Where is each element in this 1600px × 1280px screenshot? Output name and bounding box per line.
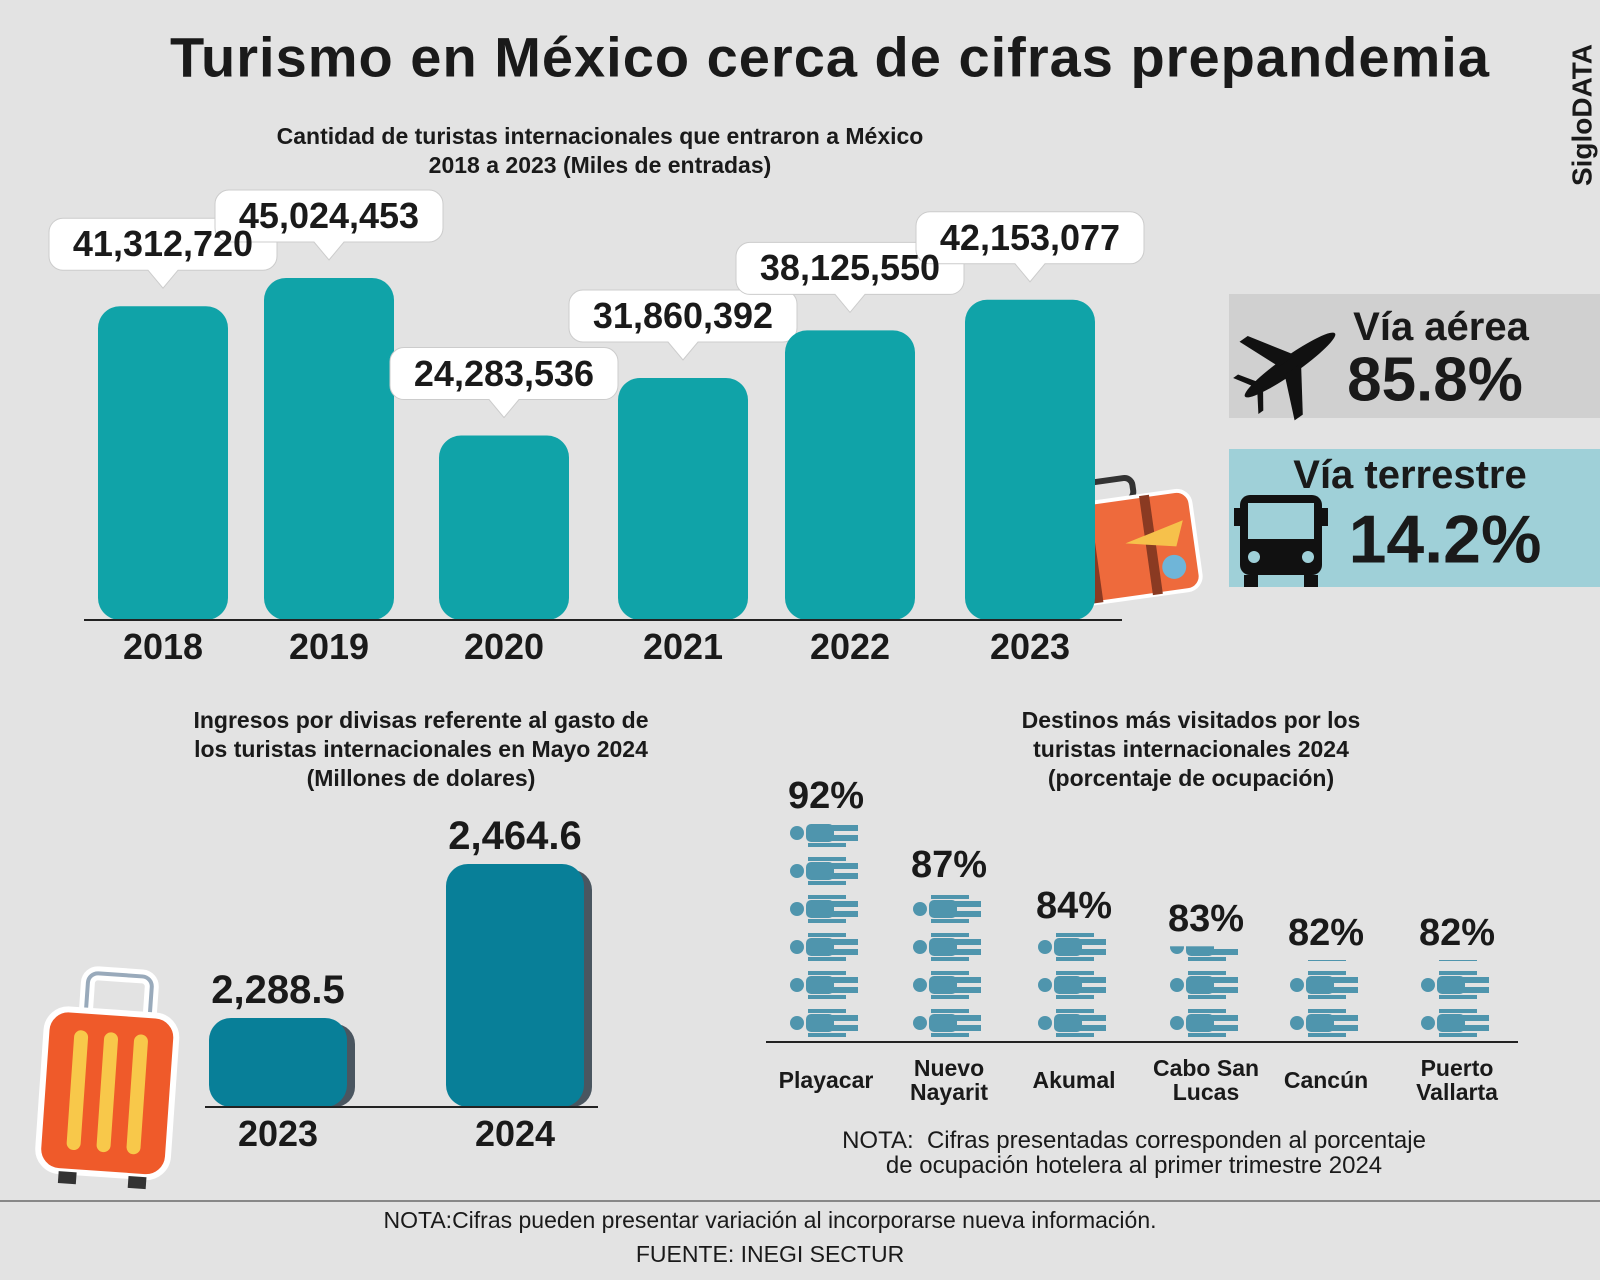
chart-title: Destinos más visitados por los turistas … <box>1021 707 1361 792</box>
value-label: 92% <box>787 775 865 818</box>
chart-title: Cantidad de turistas internacionales que… <box>276 122 924 178</box>
stat-label: Vía aérea <box>1353 305 1529 349</box>
value-label: 84% <box>1035 884 1113 927</box>
bus-icon <box>1234 495 1328 587</box>
bar <box>98 306 228 620</box>
footer-source: FUENTE: INEGI SECTUR <box>635 1240 905 1267</box>
stat-value: 14.2% <box>1348 501 1542 578</box>
plane-icon <box>1233 332 1336 421</box>
x-tick-label: Cabo San Lucas <box>1152 1054 1260 1105</box>
pictogram-column <box>786 823 866 1042</box>
value-label: 45,024,453 <box>238 195 420 237</box>
label-bubble <box>214 189 444 261</box>
value-label: 2,288.5 <box>211 968 345 1012</box>
main-title: Turismo en México cerca de cifras prepan… <box>169 25 1491 89</box>
pictogram-column <box>1166 946 1246 1042</box>
value-label: 42,153,077 <box>939 216 1121 258</box>
bar <box>618 377 748 620</box>
value-label: 31,860,392 <box>592 295 774 337</box>
chart-note: NOTA: Cifras presentadas corresponden al… <box>842 1126 1426 1179</box>
x-tick-label: 2023 <box>237 1113 319 1155</box>
x-tick-label: 2023 <box>989 626 1071 668</box>
value-label: 82% <box>1287 912 1365 955</box>
value-label: 38,125,550 <box>759 247 941 289</box>
value-label: 2,464.6 <box>448 814 582 858</box>
x-tick-label: Puerto Vallarta <box>1416 1054 1498 1105</box>
bar <box>264 278 394 620</box>
label-bubble <box>389 347 619 419</box>
pictogram-column <box>909 891 989 1042</box>
value-label: 24,283,536 <box>413 352 595 394</box>
stat-value: 85.8% <box>1347 345 1523 415</box>
stat-label: Vía terrestre <box>1293 453 1527 497</box>
x-tick-label: Cancún <box>1283 1066 1369 1093</box>
x-tick-label: 2024 <box>474 1113 556 1155</box>
value-label: 87% <box>910 843 988 886</box>
label-bubble <box>568 289 798 361</box>
x-tick-label: 2019 <box>288 626 370 668</box>
x-tick-label: Playacar <box>778 1066 874 1093</box>
bar <box>785 330 915 620</box>
brand: SigloDATA <box>1566 43 1598 187</box>
pictogram-column <box>1417 960 1497 1042</box>
luggage-icon <box>35 966 180 1190</box>
bar <box>446 864 584 1107</box>
value-label: 41,312,720 <box>72 223 254 265</box>
x-tick-label: 2018 <box>122 626 204 668</box>
chart-title: Ingresos por divisas referente al gasto … <box>193 707 649 792</box>
pictogram-column <box>1286 960 1366 1042</box>
value-label: 83% <box>1167 898 1245 941</box>
pictogram-column <box>1034 932 1114 1042</box>
x-tick-label: 2020 <box>463 626 545 668</box>
bar <box>965 299 1095 620</box>
bar <box>439 435 569 620</box>
x-tick-label: Akumal <box>1032 1066 1116 1093</box>
footer-note: NOTA:Cifras pueden presentar variación a… <box>383 1206 1157 1233</box>
x-tick-label: Nuevo Nayarit <box>910 1054 988 1105</box>
x-tick-label: 2022 <box>809 626 891 668</box>
value-label: 82% <box>1418 912 1496 955</box>
x-tick-label: 2021 <box>642 626 724 668</box>
label-bubble <box>915 211 1145 283</box>
bar <box>209 1018 347 1107</box>
